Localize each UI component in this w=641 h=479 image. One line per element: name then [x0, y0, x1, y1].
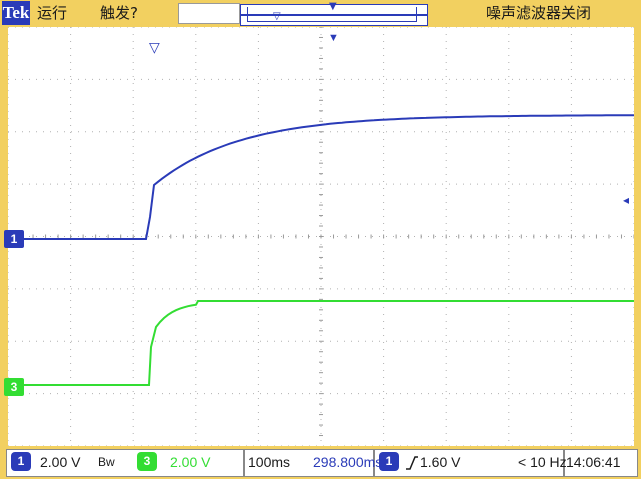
noise-filter-status: 噪声滤波器关闭 [486, 4, 592, 22]
ch3-badge[interactable]: 3 [137, 452, 157, 471]
right-bezel [634, 27, 641, 446]
trigger-frequency: < 10 Hz [518, 454, 567, 470]
ch1-ground-marker[interactable]: 1 [4, 230, 24, 248]
trigger-position-icon: ▽ [273, 11, 281, 22]
ch3-scale: 2.00 V [170, 454, 211, 470]
trigger-status: 触发? [100, 4, 138, 22]
ch1-waveform [8, 114, 634, 240]
brand-logo: Tek [2, 1, 30, 25]
acquisition-box [178, 3, 240, 24]
record-position-bar[interactable]: ▽ ▼ [240, 1, 428, 26]
ch1-scale: 2.00 V [40, 454, 81, 470]
channel-readout-cell [6, 449, 244, 477]
bandwidth-limit: Bw [98, 455, 115, 469]
clock-time: 14:06:41 [566, 454, 621, 470]
trigger-level-icon: ◂ [623, 193, 629, 207]
clock-cell [564, 449, 638, 477]
trigger-time-icon: ▽ [149, 39, 160, 55]
graticule [8, 27, 634, 446]
center-time-icon: ▼ [328, 32, 339, 44]
center-marker-icon: ▼ [329, 1, 337, 12]
timebase-value: 100ms [248, 454, 291, 470]
ch1-badge[interactable]: 1 [11, 452, 31, 471]
record-line [241, 14, 427, 16]
trigger-level: 1.60 V [420, 454, 461, 470]
run-state: 运行 [37, 4, 68, 22]
record-window [247, 7, 417, 22]
timebase-cell [244, 449, 374, 477]
horizontal-position: 298.800ms [313, 454, 383, 470]
trigger-source-badge[interactable]: 1 [379, 452, 399, 471]
ch3-ground-marker[interactable]: 3 [4, 378, 24, 396]
ch3-waveform [8, 300, 634, 386]
trigger-cell [374, 449, 564, 477]
waveform-display: ▽ ▼ ◂ [8, 27, 634, 446]
rising-edge-icon [406, 456, 418, 470]
